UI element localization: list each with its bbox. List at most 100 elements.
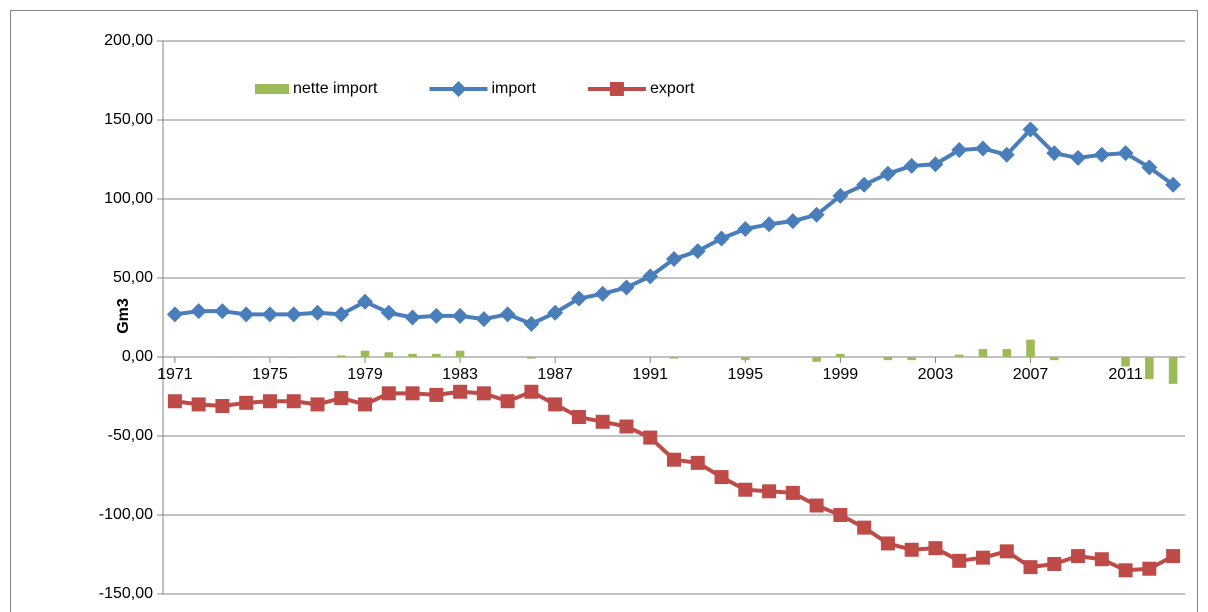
marker bbox=[1117, 145, 1134, 162]
marker bbox=[667, 452, 681, 467]
y-axis-label: Gm3 bbox=[115, 298, 132, 334]
marker bbox=[833, 508, 848, 522]
marker bbox=[238, 306, 255, 323]
marker bbox=[239, 395, 254, 410]
marker bbox=[880, 536, 895, 551]
marker bbox=[1047, 556, 1062, 571]
marker bbox=[1165, 176, 1182, 193]
marker bbox=[429, 387, 444, 402]
legend-label: export bbox=[650, 80, 695, 97]
legend-swatch bbox=[255, 84, 289, 94]
marker bbox=[904, 542, 919, 557]
bar bbox=[741, 357, 750, 361]
marker bbox=[1023, 560, 1038, 575]
bar bbox=[218, 357, 227, 358]
bar bbox=[883, 357, 893, 361]
marker bbox=[334, 391, 349, 406]
marker bbox=[998, 146, 1015, 163]
marker bbox=[1094, 552, 1109, 567]
marker bbox=[428, 307, 445, 324]
marker bbox=[1022, 121, 1039, 138]
marker bbox=[405, 386, 420, 401]
marker bbox=[215, 398, 230, 413]
marker bbox=[404, 309, 421, 326]
marker bbox=[548, 397, 563, 412]
marker bbox=[214, 303, 231, 320]
marker bbox=[927, 156, 944, 173]
marker bbox=[903, 157, 920, 174]
marker bbox=[285, 306, 302, 323]
bar bbox=[408, 353, 417, 357]
bar bbox=[1050, 357, 1059, 361]
marker bbox=[595, 414, 610, 429]
marker bbox=[808, 206, 825, 223]
bar bbox=[455, 350, 465, 357]
marker bbox=[523, 315, 540, 332]
marker bbox=[1166, 549, 1181, 564]
marker bbox=[952, 553, 967, 568]
bar bbox=[978, 349, 988, 357]
bar bbox=[1145, 357, 1154, 380]
marker bbox=[619, 419, 634, 434]
marker bbox=[476, 386, 491, 401]
y-tick-label: 50,00 bbox=[113, 269, 153, 286]
legend-marker bbox=[450, 81, 467, 97]
legend-marker bbox=[609, 82, 624, 96]
legend-label: import bbox=[491, 80, 536, 97]
marker bbox=[547, 304, 564, 321]
marker bbox=[262, 394, 277, 409]
bar bbox=[241, 357, 251, 358]
marker bbox=[832, 187, 849, 204]
bar bbox=[289, 357, 298, 358]
marker bbox=[1141, 159, 1158, 176]
x-tick-label: 1987 bbox=[537, 366, 573, 383]
marker bbox=[570, 290, 587, 307]
bar bbox=[1168, 357, 1178, 384]
bar bbox=[1002, 349, 1012, 357]
marker bbox=[785, 485, 800, 500]
x-tick-label: 1975 bbox=[252, 366, 288, 383]
marker bbox=[737, 221, 754, 238]
bar bbox=[432, 353, 441, 357]
x-tick-label: 2011 bbox=[1108, 366, 1143, 383]
bar bbox=[812, 357, 821, 362]
marker bbox=[381, 386, 396, 401]
marker bbox=[357, 293, 374, 310]
y-tick-label: 150,00 bbox=[104, 111, 153, 128]
bar bbox=[336, 355, 346, 357]
bar bbox=[954, 354, 964, 357]
marker bbox=[380, 304, 397, 321]
y-tick-label: 0,00 bbox=[122, 348, 153, 365]
marker bbox=[166, 306, 183, 323]
marker bbox=[475, 311, 492, 328]
marker bbox=[1070, 149, 1087, 166]
bar bbox=[384, 352, 394, 357]
marker bbox=[643, 430, 658, 445]
bar bbox=[1026, 339, 1035, 357]
marker bbox=[666, 251, 682, 268]
bar bbox=[265, 357, 275, 358]
bar bbox=[550, 357, 560, 358]
marker bbox=[190, 303, 207, 320]
bar bbox=[669, 357, 679, 359]
marker bbox=[689, 243, 706, 260]
x-tick-label: 2007 bbox=[1013, 366, 1049, 383]
bar bbox=[1121, 357, 1130, 367]
y-tick-label: -150,00 bbox=[99, 585, 153, 602]
legend-label: nette import bbox=[293, 80, 378, 97]
x-tick-label: 1991 bbox=[632, 366, 668, 383]
marker bbox=[761, 216, 778, 233]
marker bbox=[500, 394, 515, 409]
x-tick-label: 1995 bbox=[728, 366, 764, 383]
marker bbox=[713, 230, 730, 247]
x-tick-label: 2003 bbox=[918, 366, 954, 383]
marker bbox=[879, 165, 896, 182]
marker bbox=[499, 306, 516, 323]
marker bbox=[1093, 146, 1110, 163]
marker bbox=[642, 268, 659, 285]
x-tick-label: 1999 bbox=[823, 366, 859, 383]
marker bbox=[738, 482, 753, 497]
marker bbox=[856, 176, 873, 193]
marker bbox=[524, 384, 539, 399]
marker bbox=[857, 520, 872, 535]
